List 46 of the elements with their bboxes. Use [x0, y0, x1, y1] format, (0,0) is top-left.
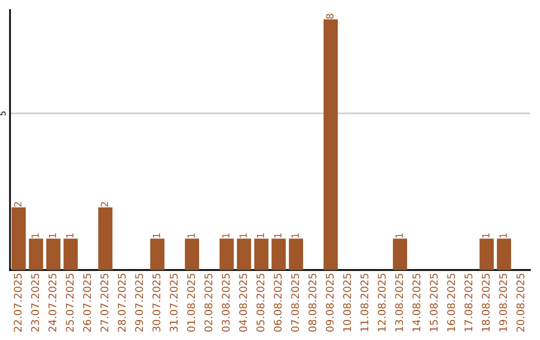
x-tick-label: 05.08.2025 — [256, 274, 264, 332]
data-label: 1 — [274, 233, 282, 238]
x-tick-label: 02.08.2025 — [204, 274, 212, 332]
x-tick-label: 24.07.2025 — [48, 274, 56, 332]
x-tick-label: 22.07.2025 — [14, 274, 22, 332]
x-tick-label: 13.08.2025 — [395, 274, 404, 332]
x-tick-label: 11.08.2025 — [360, 274, 368, 332]
x-tick-label: 19.08.2025 — [499, 274, 508, 332]
x-tick-label: 31.07.2025 — [170, 274, 178, 332]
x-tick-label: 18.08.2025 — [482, 274, 490, 332]
x-tick-label: 17.08.2025 — [464, 274, 472, 332]
data-label: 2 — [100, 202, 108, 207]
data-label: 1 — [152, 233, 160, 238]
data-label: 1 — [222, 233, 230, 238]
x-tick-label: 30.07.2025 — [152, 274, 160, 332]
x-tick-label: 04.08.2025 — [239, 274, 248, 332]
data-label: 1 — [188, 233, 195, 238]
x-tick-label: 08.08.2025 — [308, 274, 316, 332]
x-tick-label: 01.08.2025 — [187, 274, 196, 332]
x-tick-label: 15.08.2025 — [430, 274, 438, 332]
data-label: 2 — [14, 202, 22, 207]
x-tick-label: 25.07.2025 — [66, 274, 74, 332]
x-tick-label: 10.08.2025 — [343, 274, 352, 332]
x-tick-label: 06.08.2025 — [274, 274, 282, 332]
data-label: 1 — [482, 233, 490, 238]
data-label: 1 — [256, 233, 264, 238]
x-tick-label: 23.07.2025 — [31, 274, 40, 332]
data-label: 1 — [66, 233, 74, 238]
data-label: 8 — [326, 14, 334, 19]
data-label: 1 — [292, 233, 299, 238]
x-tick-label: 28.07.2025 — [118, 274, 126, 332]
x-tick-label: 09.08.2025 — [326, 274, 334, 332]
x-tick-label: 03.08.2025 — [222, 274, 230, 332]
x-tick-label: 16.08.2025 — [447, 274, 456, 332]
data-label: 1 — [48, 233, 56, 238]
x-tick-label: 07.08.2025 — [291, 274, 300, 332]
data-label: 1 — [500, 233, 507, 238]
x-tick-label: 26.07.2025 — [83, 274, 92, 332]
x-tick-label: 27.07.2025 — [100, 274, 108, 332]
x-tick-label: 29.07.2025 — [135, 274, 144, 332]
x-tick-label: 14.08.2025 — [412, 274, 420, 332]
data-label: 1 — [240, 233, 247, 238]
data-label: 1 — [32, 233, 39, 238]
x-tick-label: 20.08.2025 — [516, 274, 524, 332]
data-label: 1 — [396, 233, 403, 238]
x-tick-label: 12.08.2025 — [378, 274, 386, 332]
